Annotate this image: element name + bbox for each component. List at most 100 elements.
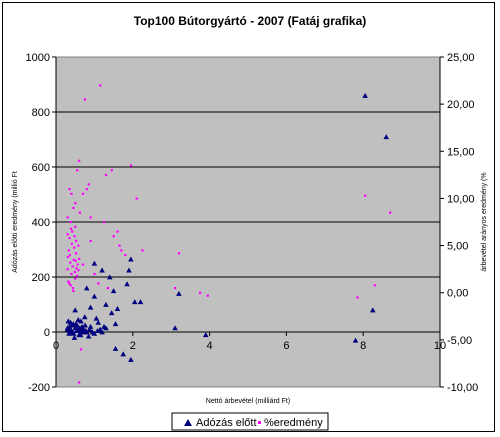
tax-point — [72, 307, 78, 313]
tax-point — [78, 318, 84, 324]
pct-point — [74, 239, 78, 243]
tax-point — [78, 329, 85, 335]
pct-point — [103, 221, 106, 224]
pct-point — [66, 216, 69, 219]
pct-point — [68, 237, 71, 240]
pct-point — [74, 252, 78, 255]
pct-point — [73, 246, 76, 249]
y2-tick-label: 5,00 — [447, 241, 468, 253]
y-tick-label: 200 — [32, 272, 50, 284]
pct-point — [174, 287, 177, 290]
legend-triangle-icon — [184, 419, 192, 426]
x-tick-label: 10 — [434, 340, 446, 352]
y-axis-label: Adózás előtti eredmény (millió Ft — [12, 171, 19, 273]
pct-point — [89, 239, 92, 243]
tax-point — [93, 315, 100, 321]
x-tick-label: 6 — [283, 340, 289, 352]
pct-point — [97, 282, 100, 285]
pct-point — [67, 280, 70, 283]
pct-point — [85, 188, 88, 191]
tax-point — [352, 337, 359, 343]
tax-point — [70, 330, 77, 336]
pct-point — [74, 225, 77, 228]
tax-point — [383, 134, 390, 140]
y-tick-label: 0 — [44, 327, 50, 339]
tax-point — [137, 299, 144, 305]
legend-box — [171, 412, 329, 431]
pct-point — [66, 268, 69, 271]
tax-point — [69, 322, 75, 328]
pct-point — [73, 270, 77, 274]
axes — [52, 56, 444, 388]
pct-point — [77, 269, 80, 272]
pct-point — [87, 183, 90, 186]
tax-point — [110, 288, 117, 294]
pct-point — [66, 255, 70, 259]
tax-point — [124, 281, 130, 287]
pct-point — [71, 230, 74, 233]
pct-point — [124, 254, 127, 257]
tax-point — [128, 256, 134, 262]
pct-point — [70, 192, 73, 195]
legend-series-tax-label: Adózás előtt — [196, 417, 257, 429]
tax-point — [114, 306, 121, 312]
pct-point — [110, 169, 113, 172]
tax-point — [85, 333, 92, 339]
pct-point — [104, 173, 108, 177]
tax-point — [103, 301, 109, 307]
tax-point — [202, 332, 209, 338]
y-tick-label: 1000 — [26, 52, 50, 64]
pct-point — [74, 202, 77, 205]
tax-point — [82, 322, 88, 328]
pct-point — [106, 287, 110, 290]
pct-point — [69, 261, 72, 264]
tax-point — [89, 329, 96, 335]
pct-point — [81, 263, 85, 266]
pct-point — [389, 211, 392, 214]
pct-point — [76, 263, 79, 266]
tax-point — [103, 325, 109, 331]
y2-tick-label: 15,00 — [447, 146, 475, 158]
tax-point — [128, 356, 134, 362]
tax-point — [126, 267, 132, 273]
tax-point — [112, 345, 119, 351]
legend-series-pct-label: %eredmény — [264, 417, 323, 429]
tax-point — [87, 304, 94, 310]
pct-point — [112, 235, 115, 238]
pct-point — [129, 164, 133, 167]
tax-point — [74, 326, 81, 332]
y2-tick-label: -5,00 — [447, 335, 472, 347]
pct-point — [79, 348, 83, 351]
tax-point — [99, 267, 105, 273]
legend-dot-icon — [258, 421, 261, 424]
pct-point — [76, 169, 79, 172]
pct-point — [373, 284, 376, 287]
series-tax-points — [64, 92, 390, 362]
tax-point — [370, 307, 376, 313]
tax-point — [67, 328, 73, 334]
pct-point — [71, 287, 75, 290]
pct-point — [73, 235, 76, 238]
pct-point — [356, 296, 359, 299]
pct-point — [177, 252, 181, 255]
pct-point — [67, 249, 70, 252]
y-axis-ticks: -200 0 200 400 600 800 1000 — [26, 52, 50, 394]
tax-point — [77, 332, 84, 338]
pct-point — [116, 230, 119, 233]
y-tick-label: 800 — [32, 107, 50, 119]
pct-point — [72, 289, 75, 293]
pct-point — [76, 274, 79, 277]
pct-point — [99, 84, 102, 87]
pct-point — [199, 291, 202, 294]
tax-point — [131, 299, 138, 305]
pct-point — [68, 282, 71, 285]
y2-axis-label: árbevétel arányos eredmény (% — [481, 172, 488, 271]
pct-point — [68, 254, 72, 257]
pct-point — [71, 265, 74, 268]
pct-point — [69, 221, 72, 224]
pct-point — [74, 259, 77, 262]
tax-point — [95, 319, 102, 325]
tax-point — [94, 328, 101, 334]
pct-point — [118, 244, 121, 247]
